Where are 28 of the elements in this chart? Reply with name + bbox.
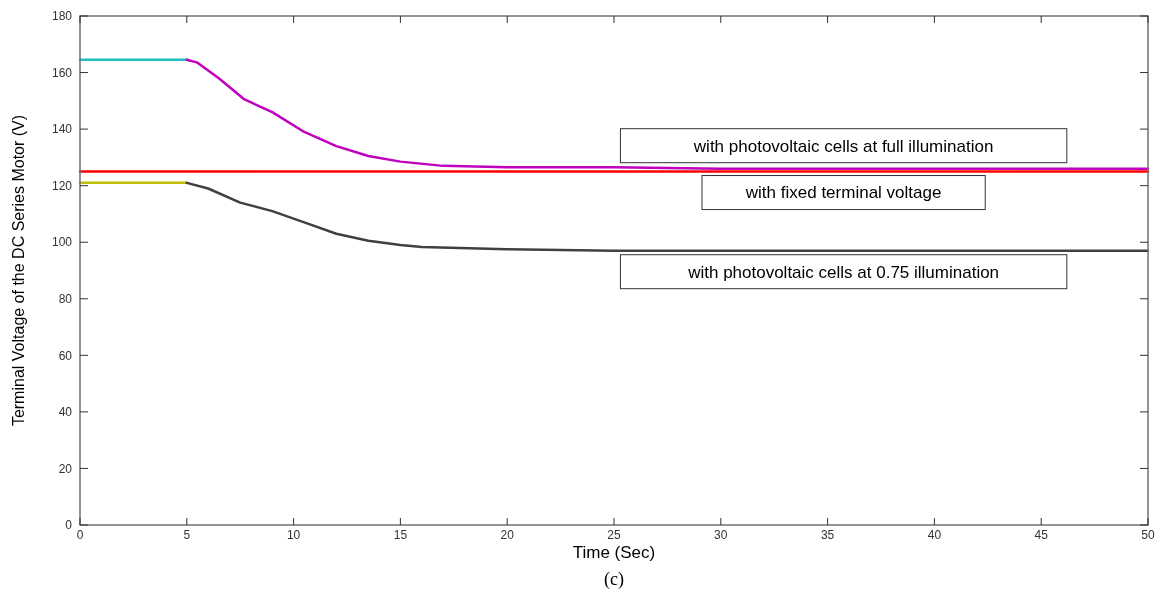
y-tick-label: 40 xyxy=(58,405,73,420)
series-label: with photovoltaic cells at full illumination xyxy=(692,136,994,156)
text: (c) xyxy=(604,569,624,590)
x-tick-label: 15 xyxy=(393,528,408,542)
x-tick-label: 45 xyxy=(1034,528,1049,542)
x-tick-label: 25 xyxy=(607,528,621,542)
y-tick-label: 180 xyxy=(51,9,73,24)
x-tick-label: 10 xyxy=(286,528,301,542)
y-tick-label: 140 xyxy=(51,122,73,137)
y-tick-label: 80 xyxy=(58,291,73,306)
x-tick-label: 40 xyxy=(927,528,942,542)
x-tick-label: 5 xyxy=(183,528,191,542)
x-axis-title: Time (Sec) xyxy=(572,543,656,562)
y-tick-label: 100 xyxy=(51,235,73,250)
series-label: with fixed terminal voltage xyxy=(744,183,942,203)
x-tick-label: 0 xyxy=(76,528,84,542)
y-tick-label: 120 xyxy=(51,178,73,193)
series-label: with photovoltaic cells at 0.75 illumination xyxy=(687,262,1000,282)
y-axis-title: Terminal Voltage of the DC Series Motor (V) xyxy=(10,114,27,427)
line-series xyxy=(185,58,1150,170)
line-series xyxy=(185,181,1150,252)
y-tick-label: 160 xyxy=(51,65,73,80)
y-tick-label: 20 xyxy=(58,461,73,476)
y-tick-label: 60 xyxy=(58,348,73,363)
x-tick-label: 30 xyxy=(714,528,728,542)
x-tick-label: 35 xyxy=(820,528,835,542)
x-tick-label: 20 xyxy=(500,528,515,542)
x-tick-label: 50 xyxy=(1141,528,1155,542)
